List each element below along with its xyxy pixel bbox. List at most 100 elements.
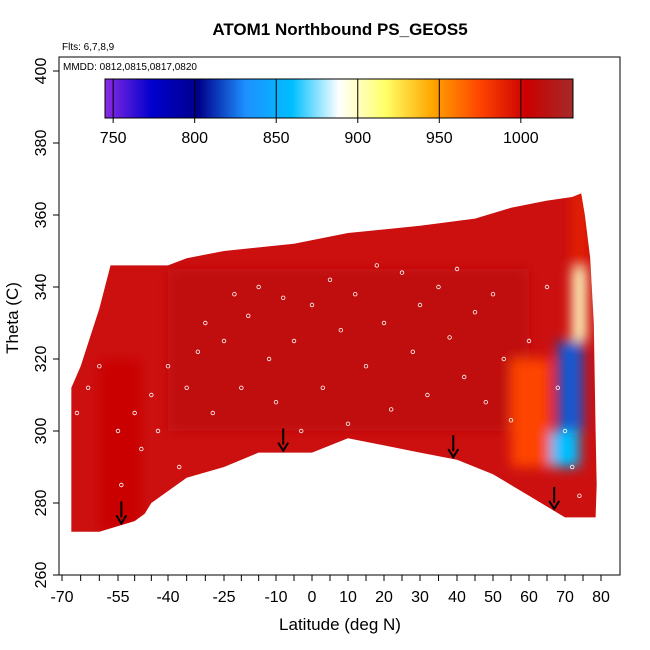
field-region <box>572 193 587 269</box>
x-tick-label: -55 <box>106 589 129 606</box>
x-tick-label: 10 <box>339 589 357 606</box>
field-region <box>550 431 580 467</box>
field-region <box>572 269 587 341</box>
y-tick-label: 400 <box>33 58 50 85</box>
flight-track-point <box>210 410 215 416</box>
flight-track-point <box>389 407 394 412</box>
y-tick-label: 360 <box>33 202 50 229</box>
flight-track-point <box>562 428 568 434</box>
flight-track-point <box>273 400 279 405</box>
flight-track-point <box>115 428 121 434</box>
flight-track-point <box>266 356 272 362</box>
x-tick-label: 50 <box>484 589 502 606</box>
flight-track-point <box>526 338 532 344</box>
flight-track-point <box>139 446 144 452</box>
x-tick-label: 80 <box>592 589 610 606</box>
y-tick-label: 340 <box>33 274 50 301</box>
dates-note: MMDD: 0812,0815,0817,0820 <box>63 62 197 73</box>
flight-track-point <box>327 277 333 282</box>
x-tick-label: -25 <box>212 589 235 606</box>
flight-track-point <box>577 493 582 498</box>
arrow-marker <box>277 428 290 453</box>
colorbar-tick-label: 800 <box>181 130 208 147</box>
colorbar-tick-label: 900 <box>344 130 371 147</box>
flight-track-point <box>195 349 201 354</box>
flight-track-point <box>544 284 550 290</box>
flight-track-point <box>490 292 496 297</box>
x-tick-label: -70 <box>50 589 73 606</box>
colorbar-tick-label: 750 <box>100 130 127 147</box>
colorbar-tick-label: 1000 <box>503 130 539 147</box>
field-region <box>168 269 529 431</box>
colorbar-ticks: 750 800 850 900 950 1000 <box>100 79 539 147</box>
flight-track-point <box>176 464 182 470</box>
flight-track-point <box>149 392 154 398</box>
x-axis-label: Latitude (deg N) <box>279 615 401 634</box>
flight-track-point <box>462 374 467 380</box>
flight-track-point <box>345 421 351 426</box>
flight-track-point <box>232 292 237 297</box>
colorbar-tick-label: 950 <box>426 130 453 147</box>
y-axis-label: Theta (C) <box>3 282 22 354</box>
arrow-marker <box>548 486 561 511</box>
x-tick-label: 20 <box>375 589 393 606</box>
flight-track-point <box>570 464 575 470</box>
field-region <box>557 341 583 431</box>
y-axis: 260 280 300 320 340 360 380 400 <box>33 58 59 589</box>
flight-track-points <box>74 263 582 498</box>
x-tick-label: 60 <box>520 589 538 606</box>
flight-track-point <box>363 364 369 369</box>
flight-track-point <box>309 302 315 308</box>
flight-track-point <box>85 385 91 390</box>
x-axis: -70 -55 -40 -25 -10 0 10 20 30 40 50 60 70 80 <box>50 575 610 606</box>
flight-track-point <box>417 302 423 308</box>
plot-frame <box>58 56 621 576</box>
y-tick-label: 300 <box>33 418 50 445</box>
flight-track-point <box>246 313 251 318</box>
x-tick-label: 0 <box>308 589 317 606</box>
field-region <box>511 359 551 467</box>
flight-track-point <box>221 338 227 344</box>
flight-track-point <box>97 364 102 369</box>
flight-track-point <box>165 364 171 369</box>
flight-track-point <box>353 292 358 297</box>
flight-track-point <box>454 266 460 272</box>
flight-track-point <box>291 338 297 344</box>
y-tick-label: 380 <box>33 130 50 157</box>
flight-track-point <box>320 385 325 390</box>
flight-track-point <box>410 349 415 354</box>
x-tick-label: -40 <box>156 589 179 606</box>
flight-track-point <box>281 295 286 300</box>
arrow-markers <box>115 428 561 526</box>
flight-track-point <box>501 356 506 362</box>
flights-note: Flts: 6,7,8,9 <box>62 42 115 53</box>
flight-track-point <box>338 328 343 333</box>
colorbar-tick-label: 850 <box>263 130 290 147</box>
flight-track-point <box>425 392 430 398</box>
flight-track-point <box>483 400 488 405</box>
y-tick-label: 260 <box>33 562 50 589</box>
flight-track-point <box>203 320 208 326</box>
flight-track-point <box>447 335 452 340</box>
arrow-marker <box>115 501 128 526</box>
x-tick-label: -10 <box>264 589 287 606</box>
x-tick-label: 30 <box>411 589 429 606</box>
flight-track-point <box>132 410 137 416</box>
chart-title: ATOM1 Northbound PS_GEOS5 <box>212 20 467 39</box>
flight-track-point <box>508 418 514 423</box>
flight-track-point <box>399 270 405 275</box>
y-tick-label: 280 <box>33 490 50 517</box>
flight-track-point <box>299 428 304 434</box>
x-tick-label: 40 <box>448 589 466 606</box>
flight-track-point <box>472 310 478 315</box>
flight-track-point <box>374 263 379 268</box>
arrow-marker <box>447 435 460 459</box>
x-tick-label: 70 <box>556 589 574 606</box>
flight-track-point <box>256 284 261 290</box>
flight-track-point <box>436 284 441 290</box>
flight-track-point <box>239 385 244 390</box>
flight-track-point <box>381 320 387 326</box>
flight-track-point <box>74 410 80 416</box>
colorbar <box>104 78 574 119</box>
